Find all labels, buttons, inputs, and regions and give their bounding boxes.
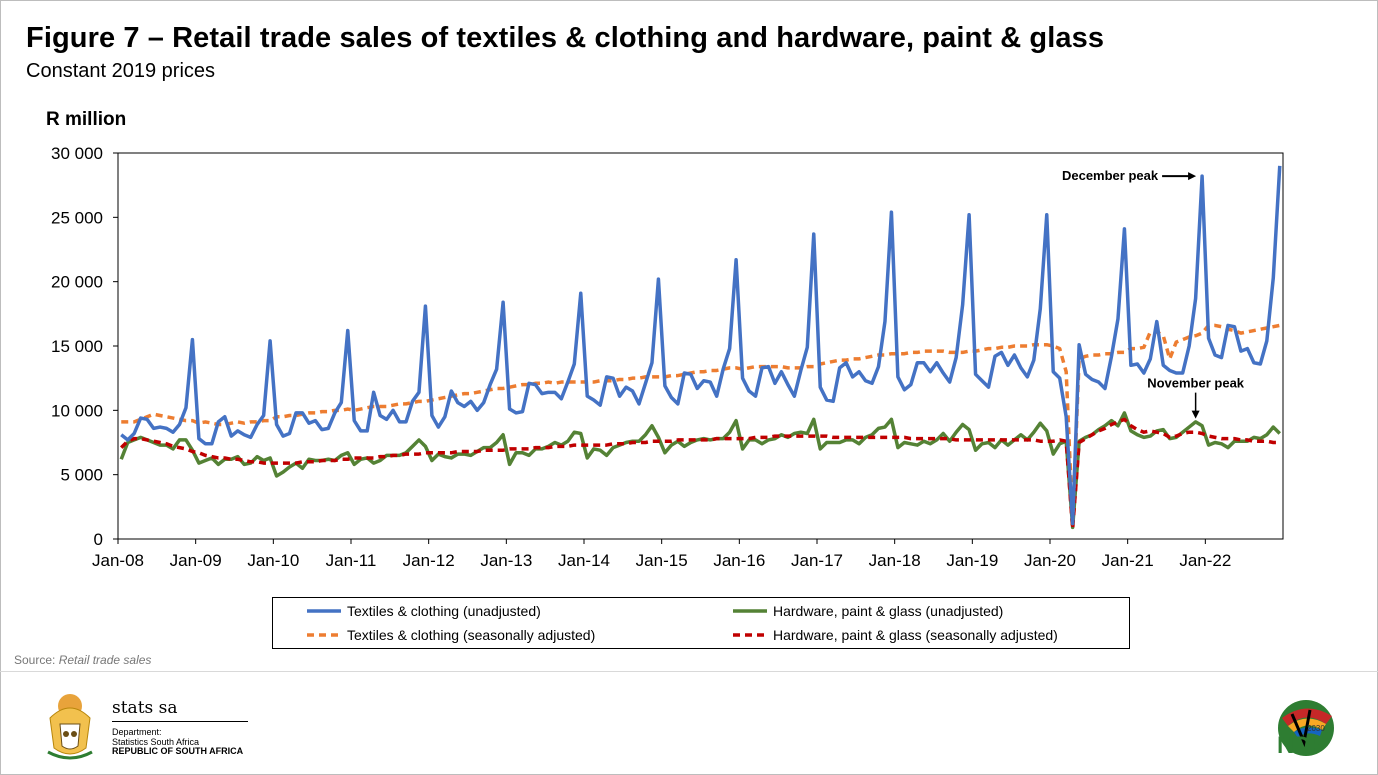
y-tick-label: 25 000 xyxy=(51,208,103,227)
footer-divider xyxy=(0,671,1378,672)
x-tick-label: Jan-11 xyxy=(326,551,377,570)
stats-sa-rule xyxy=(112,721,248,722)
x-tick-label: Jan-22 xyxy=(1179,551,1231,570)
x-tick-label: Jan-14 xyxy=(558,551,610,570)
x-tick-label: Jan-21 xyxy=(1102,551,1154,570)
x-tick-label: Jan-15 xyxy=(636,551,688,570)
source-name: Retail trade sales xyxy=(59,653,152,667)
y-tick-label: 20 000 xyxy=(51,273,103,292)
legend-swatch-red xyxy=(731,630,769,640)
annotation-arrowhead-2 xyxy=(1192,411,1200,419)
x-tick-label: Jan-17 xyxy=(791,551,843,570)
source-note: Source: Retail trade sales xyxy=(14,653,151,667)
plot-area xyxy=(118,153,1283,539)
ndp-text: NDP xyxy=(1277,732,1325,760)
annotation-arrowhead xyxy=(1188,172,1196,180)
x-tick-label: Jan-09 xyxy=(170,551,222,570)
y-tick-label: 15 000 xyxy=(51,337,103,356)
x-tick-label: Jan-20 xyxy=(1024,551,1076,570)
legend-swatch-blue xyxy=(305,606,343,616)
legend-item-textiles-adjusted: Textiles & clothing (seasonally adjusted… xyxy=(305,626,595,644)
legend-item-hardware-unadjusted: Hardware, paint & glass (unadjusted) xyxy=(731,602,1003,620)
annotation-december-peak: December peak xyxy=(1062,168,1159,183)
x-tick-label: Jan-13 xyxy=(480,551,532,570)
y-tick-label: 5 000 xyxy=(60,466,103,485)
annotation-november-peak: November peak xyxy=(1147,376,1245,391)
coat-of-arms-icon xyxy=(48,694,92,758)
legend-label: Textiles & clothing (unadjusted) xyxy=(347,603,541,619)
dept-line-3: REPUBLIC OF SOUTH AFRICA xyxy=(112,746,243,756)
stats-sa-wordmark: stats sa xyxy=(112,698,178,718)
line-chart: 0 5 000 10 000 15 000 20 000 25 000 30 000 Jan-… xyxy=(0,0,1378,600)
series-line-0 xyxy=(121,166,1280,524)
chart-legend: Textiles & clothing (unadjusted) Hardwar… xyxy=(272,597,1130,649)
legend-item-hardware-adjusted: Hardware, paint & glass (seasonally adju… xyxy=(731,626,1058,644)
y-tick-label: 10 000 xyxy=(51,401,103,420)
series-line-3 xyxy=(121,419,1280,528)
x-tick-label: Jan-19 xyxy=(946,551,998,570)
series-line-1 xyxy=(121,413,1280,528)
legend-swatch-green xyxy=(731,606,769,616)
y-tick-label: 0 xyxy=(94,530,103,549)
legend-item-textiles-unadjusted: Textiles & clothing (unadjusted) xyxy=(305,602,541,620)
x-tick-label: Jan-10 xyxy=(247,551,299,570)
legend-label: Hardware, paint & glass (unadjusted) xyxy=(773,603,1003,619)
legend-swatch-orange xyxy=(305,630,343,640)
y-tick-label: 30 000 xyxy=(51,144,103,163)
legend-label: Textiles & clothing (seasonally adjusted… xyxy=(347,627,595,643)
legend-label: Hardware, paint & glass (seasonally adju… xyxy=(773,627,1058,643)
x-tick-label: Jan-08 xyxy=(92,551,144,570)
x-tick-label: Jan-16 xyxy=(713,551,765,570)
dept-line-1: Department: xyxy=(112,727,162,737)
source-prefix: Source: xyxy=(14,653,59,667)
x-tick-label: Jan-18 xyxy=(869,551,921,570)
x-tick-label: Jan-12 xyxy=(403,551,455,570)
